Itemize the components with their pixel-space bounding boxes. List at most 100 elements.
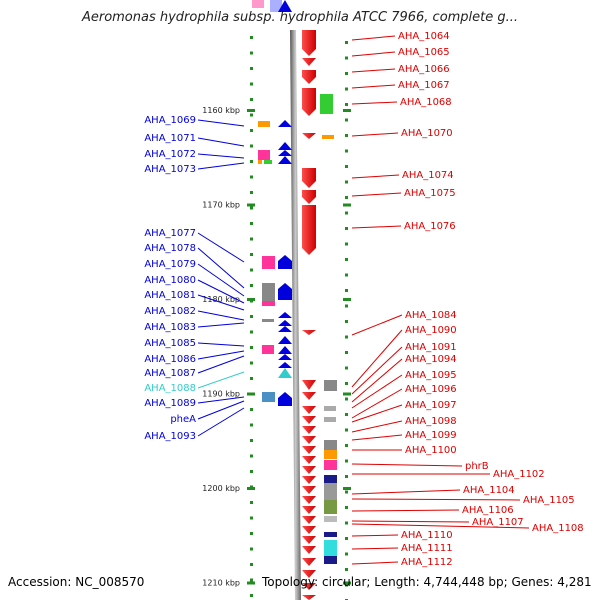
reverse-gene-arrow[interactable] (302, 446, 316, 454)
forward-gene-arrow[interactable] (278, 150, 292, 156)
gene-label-right[interactable]: AHA_1106 (462, 505, 514, 516)
gene-label-right[interactable]: AHA_1097 (405, 400, 457, 411)
gene-label-left[interactable]: AHA_1077 (144, 228, 196, 239)
gene-label-right[interactable]: AHA_1108 (532, 523, 584, 534)
gene-label-right[interactable]: AHA_1067 (398, 80, 450, 91)
gene-label-right[interactable]: AHA_1094 (405, 354, 457, 365)
gene-label-right[interactable]: AHA_1112 (401, 557, 453, 568)
forward-gene-arrow[interactable] (278, 392, 292, 406)
feature-block (262, 301, 275, 306)
reverse-gene-arrow[interactable] (302, 330, 316, 335)
gene-label-left[interactable]: AHA_1085 (144, 338, 196, 349)
forward-gene-arrow[interactable] (278, 312, 292, 318)
reverse-gene-arrow[interactable] (302, 436, 316, 444)
gene-label-left[interactable]: AHA_1069 (144, 115, 196, 126)
gene-label-left[interactable]: AHA_1093 (144, 431, 196, 442)
forward-gene-arrow[interactable] (278, 255, 292, 269)
gene-label-right[interactable]: AHA_1084 (405, 310, 457, 321)
reverse-gene-arrow[interactable] (302, 558, 316, 566)
leader-line (197, 263, 245, 297)
reverse-gene-arrow[interactable] (302, 506, 316, 514)
gene-label-left[interactable]: AHA_1087 (144, 368, 196, 379)
ruler-dot (250, 330, 253, 334)
forward-gene-arrow[interactable] (278, 0, 292, 12)
reverse-gene-arrow[interactable] (302, 190, 316, 204)
forward-gene-arrow[interactable] (278, 354, 292, 360)
feature-block (264, 160, 272, 164)
gene-label-right[interactable]: AHA_1104 (463, 485, 515, 496)
gene-label-left[interactable]: AHA_1082 (144, 306, 196, 317)
reverse-gene-arrow[interactable] (302, 416, 316, 424)
gene-label-right[interactable]: AHA_1105 (523, 495, 575, 506)
reverse-gene-arrow[interactable] (302, 133, 316, 139)
leader-line (197, 350, 245, 360)
forward-gene-arrow[interactable] (278, 368, 292, 378)
reverse-gene-arrow[interactable] (302, 58, 316, 66)
gene-label-right[interactable]: AHA_1095 (405, 370, 457, 381)
reverse-gene-arrow[interactable] (302, 536, 316, 544)
reverse-gene-arrow[interactable] (302, 546, 316, 554)
gene-label-left[interactable]: AHA_1071 (144, 133, 196, 144)
reverse-gene-arrow[interactable] (302, 88, 316, 116)
gene-label-left[interactable]: AHA_1073 (144, 164, 196, 175)
gene-label-right[interactable]: AHA_1074 (402, 170, 454, 181)
reverse-gene-arrow[interactable] (302, 595, 316, 600)
gene-label-right[interactable]: AHA_1066 (398, 64, 450, 75)
forward-gene-arrow[interactable] (278, 326, 292, 332)
reverse-gene-arrow[interactable] (302, 570, 316, 578)
reverse-gene-arrow[interactable] (302, 380, 316, 390)
gene-label-left[interactable]: AHA_1089 (144, 398, 196, 409)
gene-label-right[interactable]: AHA_1070 (401, 128, 453, 139)
reverse-gene-arrow[interactable] (302, 456, 316, 464)
gene-label-left[interactable]: AHA_1081 (144, 290, 196, 301)
reverse-gene-arrow[interactable] (302, 516, 316, 524)
gene-label-left[interactable]: AHA_1086 (144, 354, 196, 365)
reverse-gene-arrow[interactable] (302, 70, 316, 84)
forward-gene-arrow[interactable] (278, 346, 292, 354)
reverse-gene-arrow[interactable] (302, 205, 316, 255)
gene-label-right[interactable]: AHA_1100 (405, 445, 457, 456)
gene-label-right[interactable]: AHA_1111 (401, 543, 453, 554)
gene-label-right[interactable]: AHA_1107 (472, 517, 524, 528)
reverse-gene-arrow[interactable] (302, 526, 316, 534)
gene-label-left[interactable]: AHA_1079 (144, 259, 196, 270)
forward-gene-arrow[interactable] (278, 156, 292, 164)
gene-label-right[interactable]: AHA_1065 (398, 47, 450, 58)
gene-label-left[interactable]: AHA_1083 (144, 322, 196, 333)
reverse-gene-arrow[interactable] (302, 30, 316, 56)
gene-label-right[interactable]: AHA_1102 (493, 469, 545, 480)
forward-gene-arrow[interactable] (278, 283, 292, 300)
reverse-gene-arrow[interactable] (302, 583, 316, 590)
reverse-gene-arrow[interactable] (302, 496, 316, 504)
forward-gene-arrow[interactable] (278, 320, 292, 326)
reverse-gene-arrow[interactable] (302, 168, 316, 188)
reverse-gene-arrow[interactable] (302, 476, 316, 484)
forward-gene-arrow[interactable] (278, 142, 292, 150)
gene-label-right[interactable]: AHA_1075 (404, 188, 456, 199)
reverse-gene-arrow[interactable] (302, 426, 316, 434)
gene-label-left[interactable]: AHA_1088 (144, 383, 196, 394)
gene-label-right[interactable]: AHA_1099 (405, 430, 457, 441)
gene-label-left[interactable]: AHA_1072 (144, 149, 196, 160)
forward-gene-arrow[interactable] (278, 336, 292, 344)
reverse-gene-arrow[interactable] (302, 392, 316, 400)
reverse-gene-arrow[interactable] (302, 406, 316, 414)
gene-label-right[interactable]: AHA_1064 (398, 31, 450, 42)
gene-label-left[interactable]: AHA_1078 (144, 243, 196, 254)
gene-label-left[interactable]: AHA_1080 (144, 275, 196, 286)
leader-line (351, 434, 403, 441)
reverse-gene-arrow[interactable] (302, 486, 316, 494)
gene-label-right[interactable]: AHA_1098 (405, 416, 457, 427)
ruler-dot (345, 320, 348, 323)
gene-label-right[interactable]: AHA_1096 (405, 384, 457, 395)
gene-label-left[interactable]: pheA (170, 414, 196, 425)
gene-label-right[interactable]: AHA_1068 (400, 97, 452, 108)
gene-label-right[interactable]: phrB (465, 461, 489, 472)
gene-label-right[interactable]: AHA_1076 (404, 221, 456, 232)
forward-gene-arrow[interactable] (278, 362, 292, 368)
forward-gene-arrow[interactable] (278, 120, 292, 127)
gene-label-right[interactable]: AHA_1090 (405, 325, 457, 336)
gene-label-right[interactable]: AHA_1110 (401, 530, 453, 541)
gene-label-right[interactable]: AHA_1091 (405, 342, 457, 353)
reverse-gene-arrow[interactable] (302, 466, 316, 474)
